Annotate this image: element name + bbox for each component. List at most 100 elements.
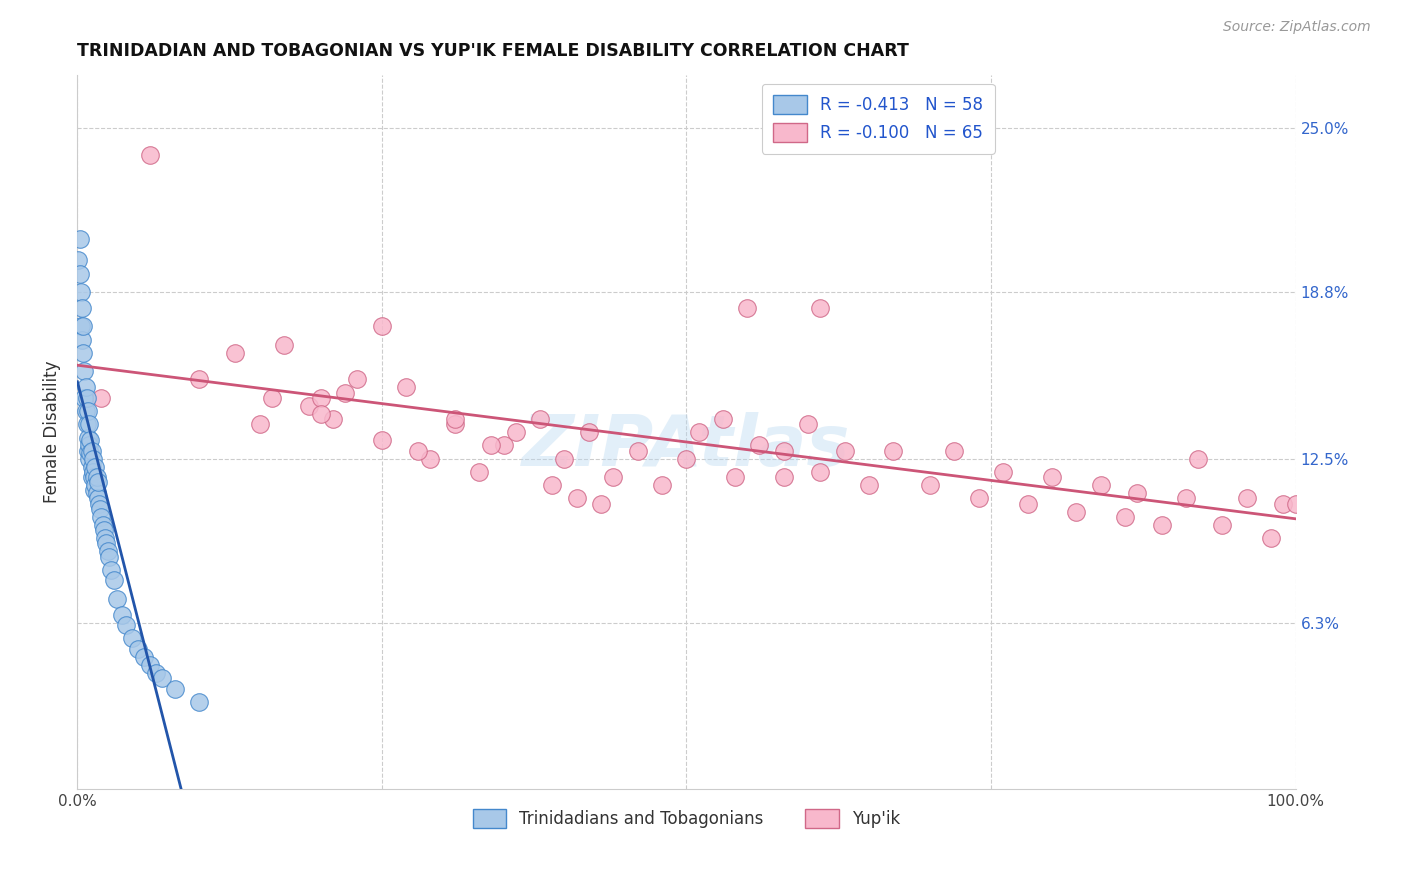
Point <box>479 438 502 452</box>
Point <box>77 404 100 418</box>
Point <box>651 478 673 492</box>
Point <box>858 478 880 492</box>
Point <box>748 438 770 452</box>
Point <box>443 412 465 426</box>
Point <box>79 433 101 447</box>
Point <box>97 549 120 564</box>
Point <box>943 443 966 458</box>
Point <box>67 253 90 268</box>
Point <box>73 391 96 405</box>
Y-axis label: Female Disability: Female Disability <box>44 361 60 503</box>
Point <box>69 285 91 299</box>
Point <box>711 412 734 426</box>
Point <box>468 465 491 479</box>
Point <box>139 657 162 672</box>
Point <box>77 430 100 444</box>
Point <box>309 407 332 421</box>
Point <box>80 470 103 484</box>
Point <box>553 451 575 466</box>
Point <box>1174 491 1197 506</box>
Point <box>626 443 648 458</box>
Point <box>77 417 100 432</box>
Point <box>688 425 710 440</box>
Point <box>1114 509 1136 524</box>
Point <box>96 536 118 550</box>
Point <box>77 443 100 458</box>
Point <box>72 346 94 360</box>
Point <box>333 385 356 400</box>
Point <box>77 438 100 452</box>
Point <box>967 491 990 506</box>
Point <box>89 502 111 516</box>
Point <box>297 399 319 413</box>
Point <box>72 319 94 334</box>
Point <box>1090 478 1112 492</box>
Point <box>76 391 98 405</box>
Point <box>93 523 115 537</box>
Point <box>675 451 697 466</box>
Text: ZIPAtlas: ZIPAtlas <box>522 412 851 481</box>
Point <box>882 443 904 458</box>
Point <box>589 497 612 511</box>
Point <box>69 319 91 334</box>
Point <box>187 372 209 386</box>
Point <box>406 443 429 458</box>
Point <box>1187 451 1209 466</box>
Point <box>273 338 295 352</box>
Point <box>75 404 97 418</box>
Point <box>1272 497 1295 511</box>
Point <box>73 364 96 378</box>
Point <box>132 650 155 665</box>
Point <box>145 665 167 680</box>
Point <box>79 446 101 460</box>
Point <box>82 451 104 466</box>
Point <box>96 544 118 558</box>
Point <box>492 438 515 452</box>
Point <box>772 470 794 484</box>
Point <box>90 509 112 524</box>
Point <box>772 443 794 458</box>
Point <box>139 147 162 161</box>
Point <box>70 333 93 347</box>
Point <box>90 391 112 405</box>
Point <box>1017 497 1039 511</box>
Point <box>84 459 107 474</box>
Point <box>84 478 107 492</box>
Point <box>724 470 747 484</box>
Point <box>91 517 114 532</box>
Point <box>127 642 149 657</box>
Point <box>86 486 108 500</box>
Point <box>443 417 465 432</box>
Point <box>1150 517 1173 532</box>
Point <box>111 607 134 622</box>
Point <box>260 391 283 405</box>
Point <box>80 443 103 458</box>
Point <box>370 319 392 334</box>
Point <box>82 465 104 479</box>
Point <box>808 465 831 479</box>
Point <box>76 417 98 432</box>
Point <box>918 478 941 492</box>
Point <box>505 425 527 440</box>
Point <box>249 417 271 432</box>
Point <box>602 470 624 484</box>
Point <box>83 470 105 484</box>
Point <box>187 695 209 709</box>
Point <box>1126 486 1149 500</box>
Point <box>529 412 551 426</box>
Text: TRINIDADIAN AND TOBAGONIAN VS YUP'IK FEMALE DISABILITY CORRELATION CHART: TRINIDADIAN AND TOBAGONIAN VS YUP'IK FEM… <box>77 42 908 60</box>
Legend: Trinidadians and Tobagonians, Yup'ik: Trinidadians and Tobagonians, Yup'ik <box>465 802 907 834</box>
Point <box>1211 517 1233 532</box>
Point <box>94 531 117 545</box>
Point <box>121 632 143 646</box>
Point <box>322 412 344 426</box>
Point <box>834 443 856 458</box>
Point <box>87 475 110 490</box>
Point <box>1260 531 1282 545</box>
Point <box>75 380 97 394</box>
Point <box>346 372 368 386</box>
Point <box>735 301 758 315</box>
Point <box>419 451 441 466</box>
Point <box>86 470 108 484</box>
Point <box>565 491 588 506</box>
